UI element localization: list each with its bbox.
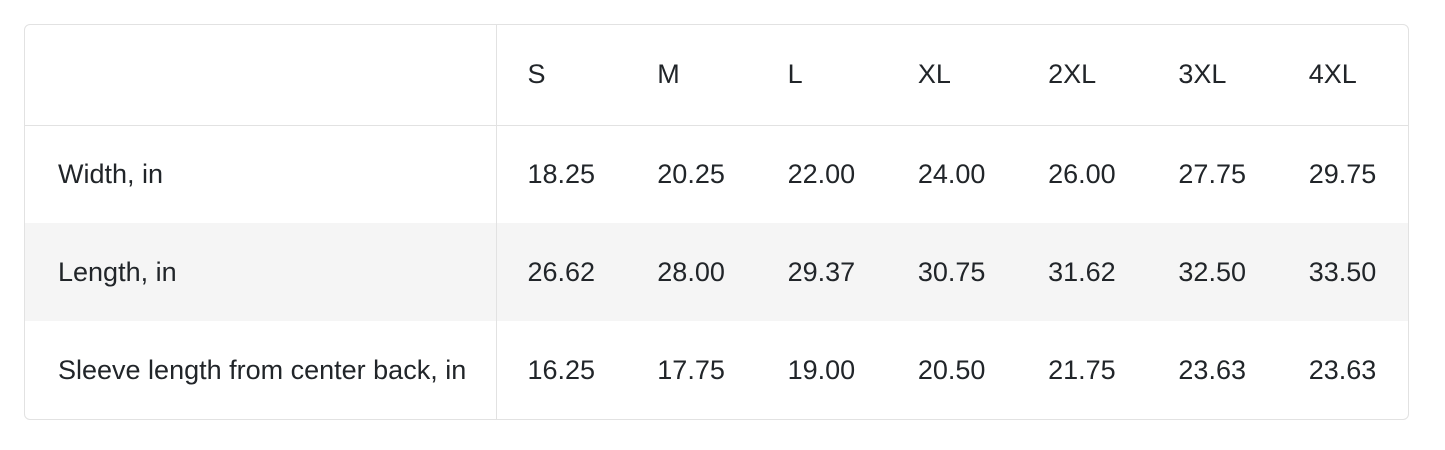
size-value-cell: 27.75 bbox=[1178, 158, 1246, 189]
size-value-cell: 20.50 bbox=[917, 354, 986, 385]
size-value-cell: 22.00 bbox=[787, 158, 856, 189]
table-row-width: Width, in 18.25 20.25 22.00 24.00 26.00 … bbox=[25, 125, 1408, 223]
size-value-cell: 32.50 bbox=[1147, 223, 1278, 321]
size-value-cell: 26.62 bbox=[496, 223, 627, 321]
size-value-cell: 16.25 bbox=[527, 354, 596, 385]
corner-cell bbox=[25, 25, 497, 126]
header-row: S M L XL 2XL 3XL 4XL bbox=[25, 25, 1408, 126]
row-label: Length, in bbox=[25, 223, 497, 321]
table-row-length: Length, in 26.62 28.00 29.37 30.75 31.62… bbox=[25, 223, 1408, 321]
size-chart-container: S M L XL 2XL 3XL 4XL Width, in 18.25 20.… bbox=[24, 24, 1409, 420]
size-value-cell: 29.37 bbox=[756, 223, 887, 321]
size-chart-body: Width, in 18.25 20.25 22.00 24.00 26.00 … bbox=[25, 125, 1408, 419]
size-value-cell: 28.00 bbox=[626, 223, 757, 321]
size-value-cell: 20.25 bbox=[657, 158, 725, 189]
size-value-cell: 26.00 bbox=[1048, 158, 1116, 189]
size-value-cell: 23.63 bbox=[1178, 354, 1246, 385]
size-value-cell: 19.00 bbox=[787, 354, 856, 385]
size-value-cell: 18.25 bbox=[527, 158, 596, 189]
size-chart-table: S M L XL 2XL 3XL 4XL Width, in 18.25 20.… bbox=[25, 25, 1408, 419]
table-row-sleeve-length: Sleeve length from center back, in 16.25… bbox=[25, 321, 1408, 419]
column-header-xl: XL bbox=[886, 25, 1018, 126]
size-value-cell: 23.63 bbox=[1308, 354, 1377, 385]
size-value-cell: 33.50 bbox=[1277, 223, 1408, 321]
size-value-cell: 24.00 bbox=[917, 158, 986, 189]
column-header-l: L bbox=[756, 25, 887, 126]
size-chart-header: S M L XL 2XL 3XL 4XL bbox=[25, 25, 1408, 126]
size-value-cell: 30.75 bbox=[886, 223, 1018, 321]
column-header-m: M bbox=[626, 25, 757, 126]
size-value-cell: 17.75 bbox=[657, 354, 725, 385]
column-header-3xl: 3XL bbox=[1147, 25, 1278, 126]
column-header-s: S bbox=[496, 25, 627, 126]
column-header-4xl: 4XL bbox=[1277, 25, 1408, 126]
row-label: Width, in bbox=[25, 125, 497, 223]
size-value-cell: 29.75 bbox=[1308, 158, 1377, 189]
size-value-cell: 31.62 bbox=[1017, 223, 1148, 321]
size-value-cell: 21.75 bbox=[1048, 354, 1116, 385]
row-label: Sleeve length from center back, in bbox=[25, 321, 497, 419]
column-header-2xl: 2XL bbox=[1017, 25, 1148, 126]
